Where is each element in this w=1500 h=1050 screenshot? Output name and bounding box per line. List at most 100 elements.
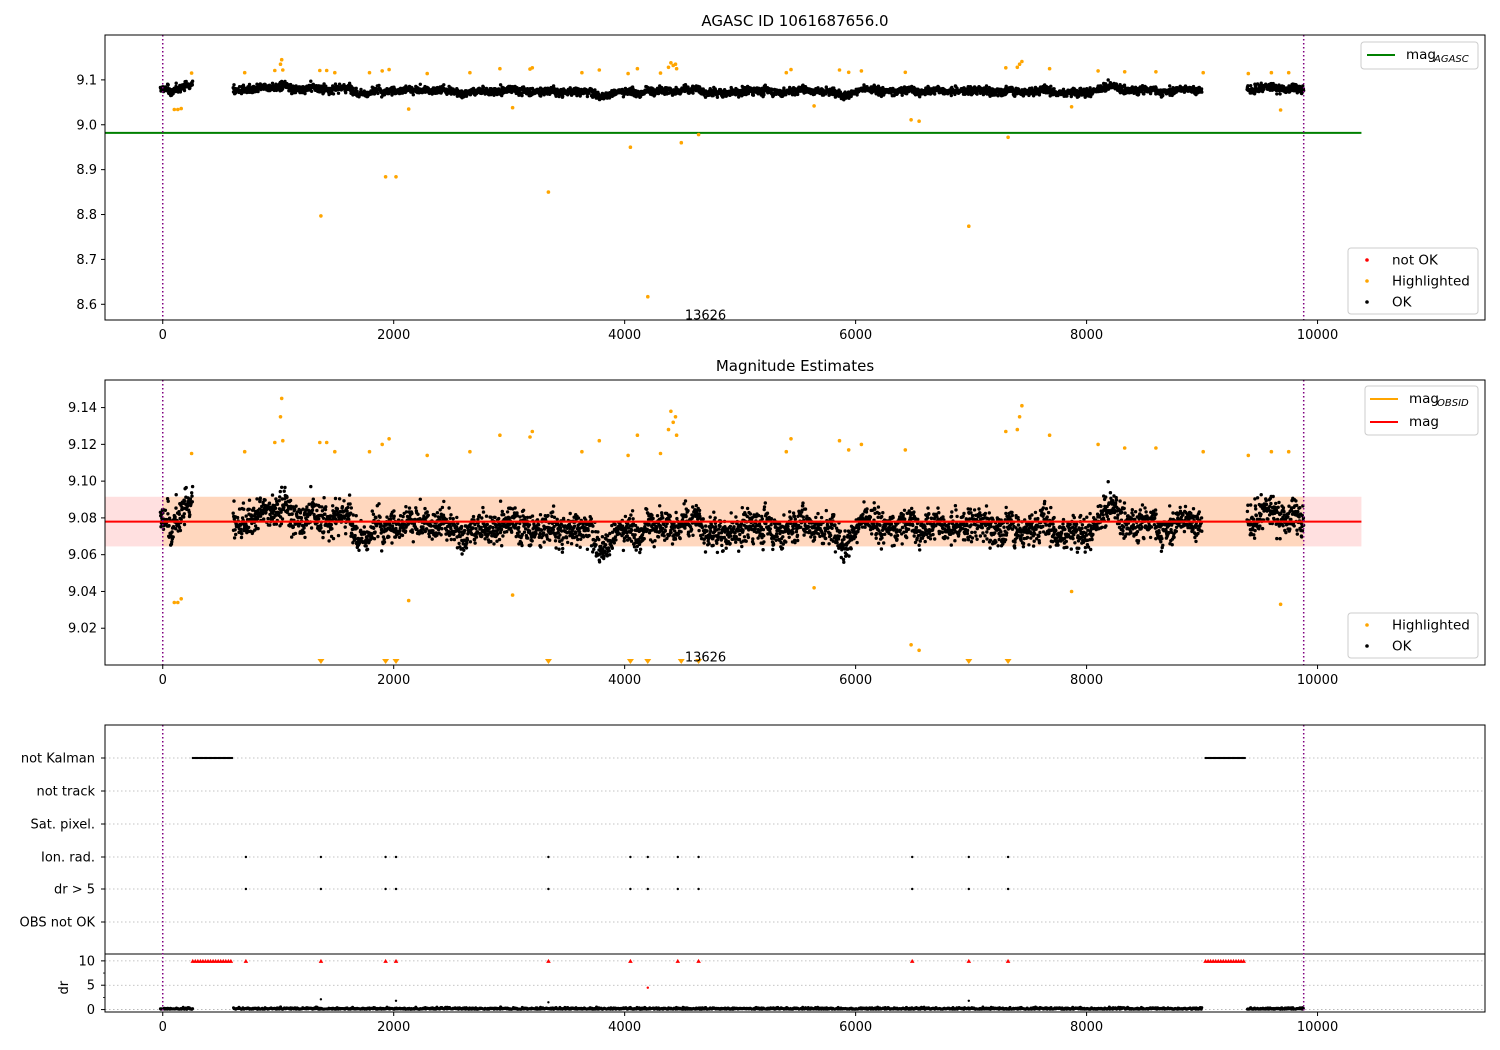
ok-series-point (349, 506, 353, 510)
ok-series-point (231, 511, 235, 515)
ok-series-point (435, 511, 440, 515)
ok-series-point (371, 512, 376, 516)
ok-series-point (177, 525, 182, 530)
ok-series-point (174, 493, 178, 497)
ok-series-point (372, 526, 376, 530)
ok-series-point (355, 526, 359, 530)
ok-series-point (280, 485, 284, 489)
ok-series-point (267, 501, 272, 505)
highlighted-series-point (1069, 105, 1074, 109)
ok-series-point (247, 82, 252, 87)
ok-series-point (491, 525, 495, 530)
ok-series-point (457, 541, 461, 546)
y-tick-label: 8.7 (76, 253, 97, 268)
legend-lower (1347, 247, 1479, 315)
ok-series-point (354, 86, 358, 91)
ok-series-point (370, 509, 374, 513)
ok-series-point (262, 517, 266, 521)
highlighted-series-point (909, 118, 913, 122)
ok-series-point (322, 496, 326, 500)
highlighted-series-point (674, 66, 679, 71)
ok-series-point (388, 517, 393, 521)
ok-series-point (442, 499, 446, 504)
ok-series-point (440, 527, 444, 531)
y-tick-label: 9.0 (76, 118, 97, 133)
ok-series-point (165, 518, 169, 522)
ok-series-point (455, 515, 459, 520)
ok-series-point (344, 91, 348, 95)
ok-series-point (585, 94, 590, 99)
highlighted-series-point (917, 119, 921, 123)
ok-series-point (239, 535, 244, 540)
ok-series-point (303, 535, 307, 540)
ok-series-point (459, 524, 464, 529)
ok-series-point (360, 536, 364, 540)
highlighted-series-point (1269, 70, 1274, 75)
ok-series-point (353, 533, 357, 538)
ok-series-point (171, 535, 175, 539)
ok-series-point (174, 506, 178, 510)
ok-series-point (411, 93, 415, 97)
ok-series-point (170, 540, 174, 544)
ok-series-point (515, 86, 519, 91)
ok-series-point (182, 88, 187, 93)
highlighted-series-point (1154, 70, 1158, 74)
ok-series-point (377, 502, 381, 506)
ok-series-point (258, 496, 262, 500)
ok-series-point (426, 513, 430, 517)
ok-series-point (317, 517, 321, 521)
ok-series-point (344, 532, 348, 536)
ok-series-point (166, 83, 170, 87)
highlighted-series-point (510, 105, 515, 110)
ok-series-point (170, 530, 174, 534)
highlighted-series-point (278, 62, 283, 66)
ok-series-point (484, 514, 489, 518)
ok-series-point (721, 95, 725, 99)
ok-series-point (288, 498, 293, 503)
ok-series-point (464, 546, 469, 550)
ok-series-point (1088, 86, 1092, 90)
ok-series-point (163, 508, 168, 512)
ok-series-point (302, 530, 306, 535)
ok-series-point (270, 493, 275, 497)
ok-series-point (182, 512, 186, 516)
ok-series-point (346, 505, 350, 510)
ok-series (158, 78, 1306, 102)
highlighted-series-point (1122, 70, 1127, 74)
plot-area (105, 396, 1362, 664)
ok-series-point (268, 523, 272, 527)
highlighted-series-point (1286, 70, 1291, 75)
ok-series-point (1106, 78, 1110, 82)
ok-series-point (242, 85, 246, 89)
highlighted-series-point (324, 68, 329, 73)
ok-series-point (330, 527, 334, 531)
ok-series-point (481, 510, 486, 514)
ok-series-point (382, 537, 386, 541)
ok-series-point (303, 91, 307, 96)
highlighted-series-point (626, 71, 630, 76)
ok-series-point (311, 497, 315, 501)
ok-series-point (468, 540, 473, 544)
ok-series-point (376, 91, 380, 96)
ok-series-point (1295, 91, 1300, 95)
ok-series-point (465, 538, 470, 542)
ok-series-point (1249, 84, 1253, 88)
ok-series-point (310, 508, 315, 512)
ok-series-point (171, 91, 175, 96)
ok-series-point (321, 535, 325, 540)
ok-series-point (190, 79, 195, 83)
ok-series-point (183, 499, 187, 503)
ok-series-point (838, 90, 843, 94)
ok-series-point (337, 82, 342, 86)
ok-series-point (275, 502, 280, 506)
highlighted-series-point (1017, 62, 1022, 66)
ok-series-point (1142, 92, 1146, 96)
ok-series-point (1154, 86, 1158, 90)
ok-series-point (492, 542, 496, 546)
ok-series-point (166, 512, 170, 516)
ok-series-point (737, 95, 741, 99)
ok-series-point (377, 83, 381, 88)
ok-series-point (331, 504, 335, 508)
ok-series-point (900, 93, 904, 97)
ok-series-point (796, 92, 800, 97)
